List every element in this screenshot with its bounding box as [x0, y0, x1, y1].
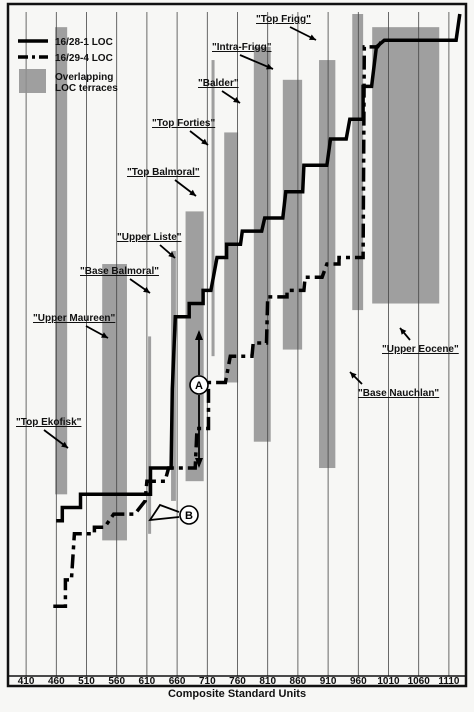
legend-label-2: 16/29-4 LOC: [55, 53, 113, 64]
series-line-2: [53, 38, 419, 608]
annotation-arrowhead: [266, 63, 273, 70]
annotation-arrowhead: [309, 34, 316, 40]
x-tick-label: 410: [18, 676, 35, 687]
annotation-label: "Base Balmoral": [80, 266, 159, 277]
terrace-band: [148, 336, 152, 534]
marker-b-arrows: [148, 503, 180, 522]
annotation-label: "Top Balmoral": [127, 167, 200, 178]
x-tick-label: 1110: [438, 676, 460, 687]
annotation-arrowhead: [101, 332, 108, 338]
terrace-band: [372, 27, 440, 304]
annotation-label: "Top Frigg": [256, 14, 311, 25]
annotation-label: "Top Forties": [152, 118, 215, 129]
legend: 16/28-1 LOC 16/29-4 LOC Overlapping LOC …: [18, 37, 118, 94]
grid-lines: [8, 12, 466, 677]
terrace-band: [55, 27, 68, 495]
annotation-arrowhead: [350, 372, 357, 379]
x-tick-labels: 410 460 510 560 610 660 710 760 810 860 910 960 1010…: [18, 676, 460, 687]
annotation-label: "Balder": [198, 78, 239, 89]
series-lines: [53, 13, 462, 608]
marker-label: B: [185, 510, 193, 522]
annotation-arrowhead: [400, 328, 407, 335]
terrace-band: [185, 211, 204, 482]
x-tick-label: 560: [108, 676, 125, 687]
plot-frame: [6, 2, 468, 688]
x-tick-label: 960: [350, 676, 367, 687]
marker-circle: [189, 375, 209, 395]
legend-label-3-line1: Overlapping: [55, 72, 113, 83]
x-tick-label: 910: [320, 676, 337, 687]
x-tick-label: 810: [259, 676, 276, 687]
x-tick-label: 660: [169, 676, 186, 687]
annotation-label: "Base Nauchlan": [358, 388, 439, 399]
markers: AB: [148, 330, 209, 525]
annotation-label: "Upper Liste": [117, 232, 182, 243]
legend-label-1: 16/28-1 LOC: [55, 37, 113, 48]
x-tick-label: 710: [199, 676, 216, 687]
legend-swatch-terrace: [19, 69, 46, 93]
x-tick-label: 510: [78, 676, 95, 687]
annotation-label: "Upper Maureen": [33, 313, 116, 324]
terrace-band: [352, 14, 364, 311]
x-axis-label: Composite Standard Units: [168, 688, 306, 700]
marker-a-arrowhead-up: [195, 330, 203, 340]
terrace-band: [224, 132, 239, 383]
marker-a-arrowhead-down: [195, 458, 203, 468]
x-tick-label: 860: [290, 676, 307, 687]
annotation-arrowhead: [61, 441, 68, 448]
annotation-arrowhead: [189, 189, 196, 196]
x-tick-label: 460: [48, 676, 65, 687]
marker-label: A: [195, 380, 203, 392]
x-tick-label: 610: [139, 676, 156, 687]
series-line-1: [56, 13, 462, 523]
terrace-band: [253, 46, 271, 442]
annotation-label: "Top Ekofisk": [16, 417, 82, 428]
marker-circle: [179, 505, 199, 525]
terrace-band: [102, 264, 127, 541]
x-tick-label: 1010: [377, 676, 400, 687]
annotations: "Top Ekofisk" "Upper Maureen" "Base Balmor…: [16, 14, 459, 449]
terrace-band: [282, 79, 303, 350]
legend-label-3: Overlapping LOC terraces: [55, 72, 118, 94]
annotation-label: "Upper Eocene": [382, 344, 459, 355]
annotation-arrowhead: [201, 138, 208, 145]
annotation-arrowhead: [233, 96, 240, 103]
legend-label-3-line2: LOC terraces: [55, 83, 118, 94]
terrace-band: [211, 60, 215, 357]
annotation-arrowhead: [143, 286, 150, 293]
x-tick-label: 760: [229, 676, 246, 687]
annotation-arrowhead: [168, 251, 175, 258]
x-tick-label: 1060: [408, 676, 431, 687]
annotation-label: "Intra-Frigg": [212, 42, 272, 53]
